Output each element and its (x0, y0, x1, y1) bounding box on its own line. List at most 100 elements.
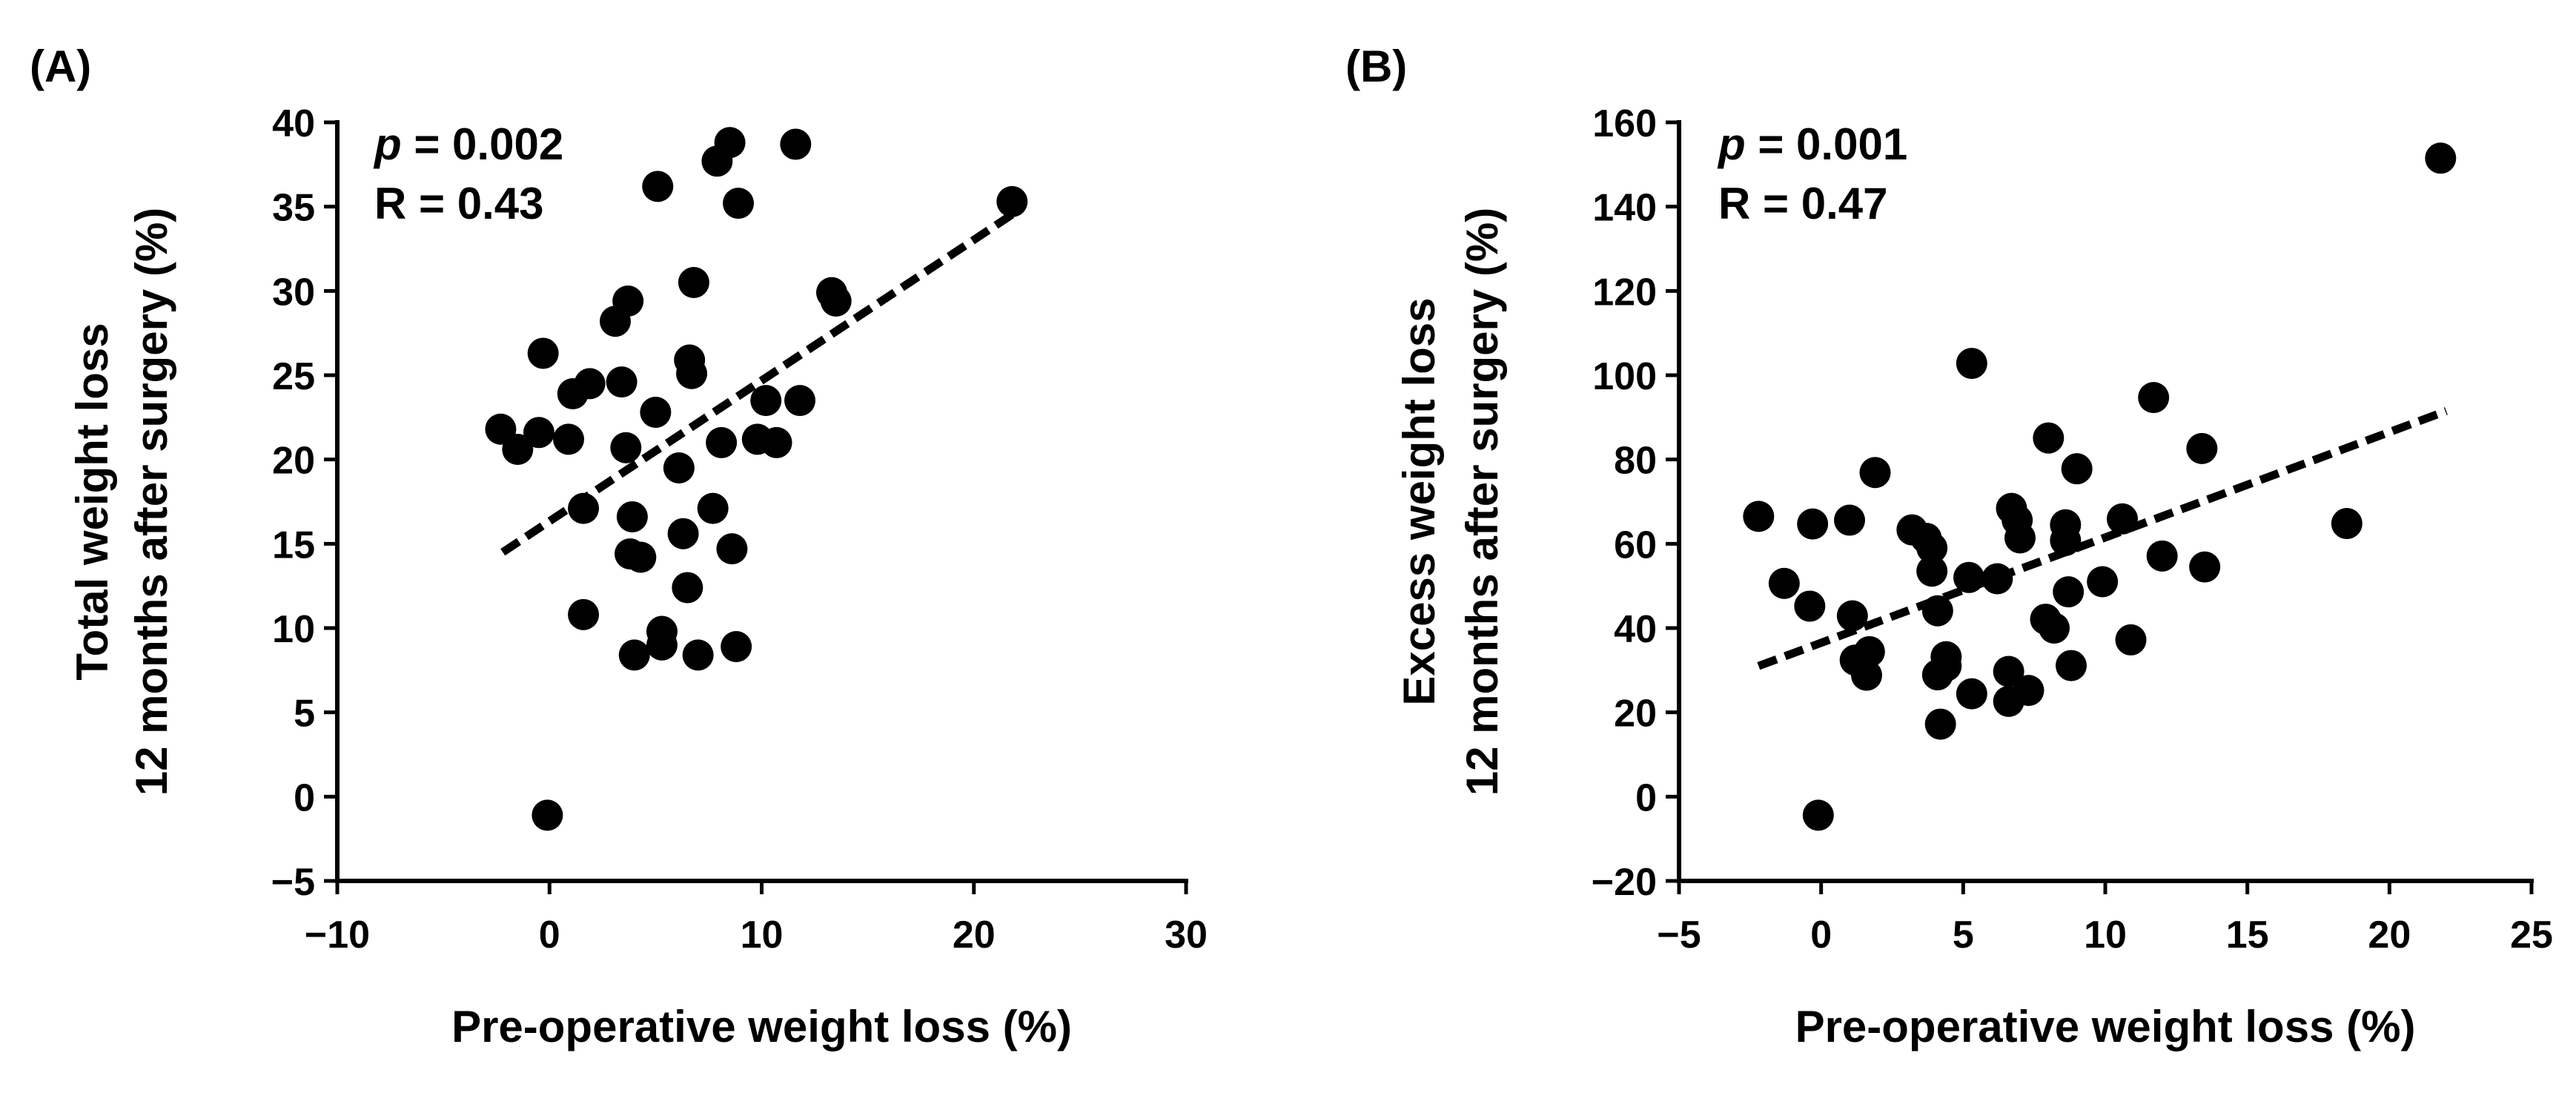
data-point (2061, 453, 2093, 485)
y-tick-label: 25 (272, 355, 315, 398)
y-axis-title-line: Excess weight loss (1394, 297, 1444, 705)
x-axis-title: Pre-operative weight loss (%) (451, 1002, 1072, 1051)
data-point (1916, 532, 1948, 564)
x-tick-label: 20 (2368, 914, 2411, 957)
data-point (678, 266, 709, 298)
data-point (1993, 656, 2024, 687)
data-point (1956, 348, 1987, 380)
x-tick-label: 10 (741, 914, 784, 957)
x-tick-label: 30 (1165, 914, 1208, 957)
data-point (697, 492, 729, 524)
data-point (663, 452, 695, 484)
x-tick-label: 15 (2226, 914, 2269, 957)
data-point (996, 185, 1028, 217)
y-axis-title-line: 12 months after surgery (%) (1457, 208, 1507, 796)
y-tick-label: 5 (294, 693, 315, 736)
data-point (2056, 650, 2087, 681)
data-point (2331, 508, 2363, 540)
data-point (706, 426, 738, 458)
trend-line (1757, 407, 2448, 670)
panel-b: (B) −5 0 5 10 15 20 25 −20 0 20 40 60 80 100 120 140 160 P… (1345, 42, 2553, 1051)
y-tick-label: 160 (1592, 102, 1657, 145)
data-point (750, 385, 782, 417)
x-tick-label: 25 (2510, 914, 2553, 957)
p-symbol: p (1717, 119, 1746, 169)
y-axis-title-line: 12 months after surgery (%) (127, 208, 176, 796)
data-point (761, 426, 792, 458)
data-point (553, 423, 585, 455)
y-tick-label: 100 (1592, 355, 1657, 398)
data-point (682, 639, 714, 671)
p-value: = 0.001 (1746, 119, 1908, 169)
data-point (642, 171, 674, 202)
data-point (1921, 595, 1953, 627)
data-point (2087, 566, 2119, 598)
data-point (2039, 612, 2070, 644)
data-point (574, 368, 606, 400)
data-point (527, 337, 559, 369)
data-point (2115, 624, 2147, 656)
data-point (2425, 142, 2457, 174)
data-point (2053, 576, 2085, 608)
data-point (784, 385, 816, 417)
data-point (1930, 650, 1962, 682)
data-point (1851, 659, 1882, 691)
data-point (2013, 675, 2044, 707)
data-point (2033, 422, 2065, 454)
data-point (618, 639, 650, 671)
data-point (568, 492, 600, 524)
r-value-annotation: R = 0.47 (1718, 179, 1888, 228)
y-tick-label: 0 (1635, 776, 1657, 819)
data-point (1916, 555, 1948, 587)
data-point (1981, 563, 2013, 595)
data-point (2050, 509, 2082, 541)
y-tick-label: 10 (272, 608, 315, 651)
data-point (1797, 508, 1829, 540)
data-point (502, 434, 534, 466)
y-tick-label: −5 (271, 861, 315, 904)
data-point (721, 631, 752, 663)
y-tick-label: 120 (1592, 271, 1657, 314)
x-tick-label: 0 (1810, 914, 1832, 957)
x-tick-label: 5 (1953, 914, 1974, 957)
data-point (714, 127, 746, 159)
r-value-annotation: R = 0.43 (374, 179, 544, 228)
y-axis-title-line: Total weight loss (67, 323, 117, 680)
data-point (1834, 504, 1865, 536)
data-point (2189, 551, 2221, 583)
y-tick-label: 15 (272, 524, 315, 567)
p-value-annotation: p = 0.002 (373, 119, 563, 169)
data-point (667, 518, 699, 549)
y-tick-label: 20 (272, 440, 315, 483)
x-tick-label: −5 (1657, 914, 1701, 957)
y-tick-label: −20 (1592, 861, 1657, 904)
panel-a: (A) −10 0 10 20 30 −5 0 5 10 15 20 25 30 35 40 Pre-opera… (30, 42, 1208, 1051)
x-tick-label: −10 (305, 914, 370, 957)
data-point (606, 366, 638, 398)
data-point (2004, 522, 2036, 554)
y-tick-label: 80 (1614, 440, 1657, 483)
data-point (568, 598, 600, 630)
p-value: = 0.002 (402, 119, 564, 169)
data-point (2146, 540, 2178, 572)
y-tick-label: 35 (272, 187, 315, 230)
y-tick-label: 20 (1614, 693, 1657, 736)
data-point (1859, 457, 1891, 489)
data-point (780, 128, 812, 160)
x-axis-title: Pre-operative weight loss (%) (1795, 1002, 2416, 1051)
data-point (640, 397, 672, 429)
data-point (532, 799, 563, 831)
data-point (672, 572, 703, 604)
y-tick-label: 40 (1614, 608, 1657, 651)
data-point (1743, 501, 1775, 532)
y-tick-label: 30 (272, 271, 315, 314)
x-tick-label: 20 (953, 914, 996, 957)
data-point (2186, 432, 2218, 464)
y-tick-label: 0 (294, 776, 315, 819)
panel-label: (A) (30, 42, 91, 91)
data-point (1924, 708, 1956, 740)
data-point (1794, 590, 1826, 622)
data-point (716, 533, 748, 565)
data-point (2107, 503, 2138, 535)
